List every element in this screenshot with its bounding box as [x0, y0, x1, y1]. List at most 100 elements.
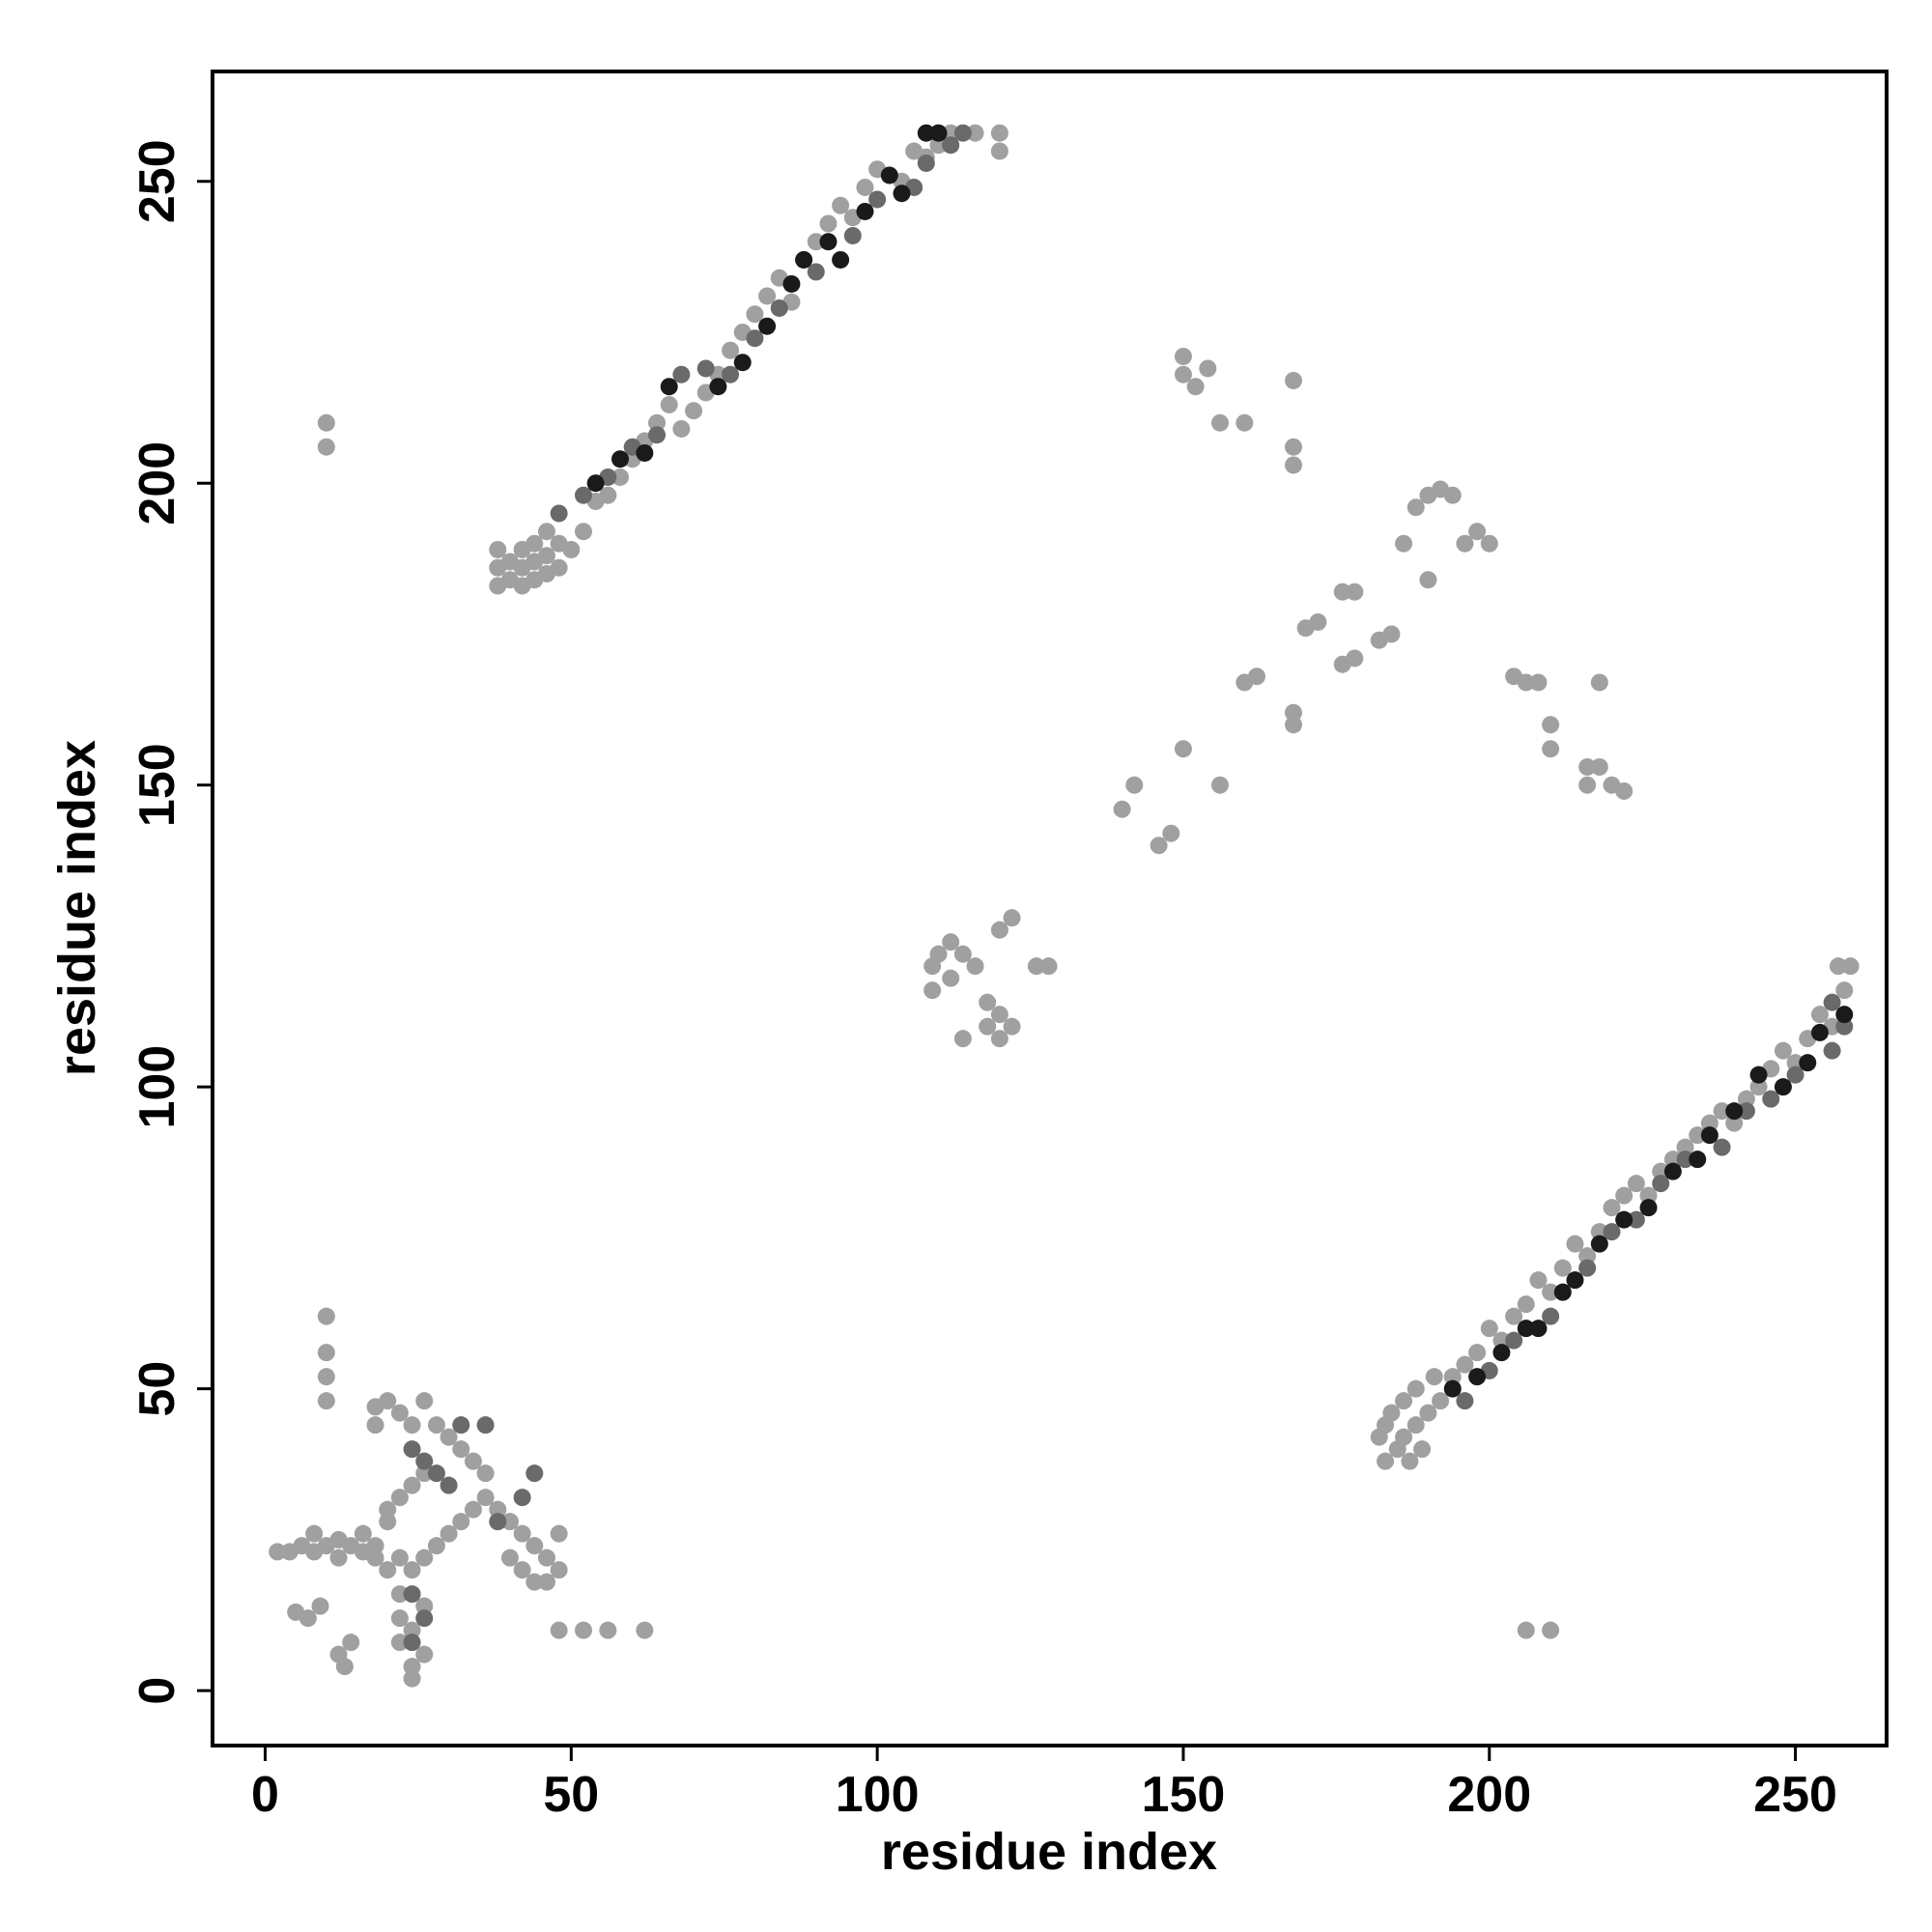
point [1517, 1295, 1535, 1314]
point [1285, 703, 1303, 722]
point [1566, 1271, 1584, 1290]
point [452, 1416, 470, 1435]
point [586, 474, 605, 493]
x-tick-label: 50 [543, 1767, 599, 1823]
point [1247, 668, 1265, 686]
point [298, 1609, 317, 1628]
point [1285, 716, 1303, 734]
point [390, 1404, 409, 1422]
point [366, 1416, 384, 1435]
point [1529, 673, 1548, 692]
point [550, 1561, 568, 1579]
point [636, 443, 654, 462]
point [1627, 1210, 1645, 1229]
point [1210, 776, 1229, 794]
point [550, 504, 568, 523]
point [923, 981, 942, 1000]
point [1590, 1223, 1608, 1241]
point [1663, 1151, 1682, 1169]
plot-frame [211, 70, 1889, 1747]
point [1786, 1054, 1804, 1072]
point [942, 933, 960, 952]
point [1186, 378, 1205, 396]
point [427, 1416, 445, 1435]
point [648, 413, 667, 432]
point [1174, 365, 1192, 384]
point [526, 534, 544, 553]
point [782, 274, 801, 293]
point [1039, 957, 1058, 976]
point [1346, 582, 1364, 601]
point [390, 1548, 409, 1567]
point [452, 1513, 470, 1531]
point [942, 136, 960, 155]
point [1841, 957, 1860, 976]
point [917, 154, 935, 172]
y-tick-label: 150 [129, 743, 185, 827]
point [1401, 1452, 1419, 1470]
point [942, 969, 960, 987]
point [526, 1537, 544, 1555]
point [415, 1609, 434, 1628]
point [1542, 1307, 1560, 1325]
point [758, 317, 777, 335]
point [562, 540, 581, 558]
point [1810, 1023, 1829, 1041]
point [403, 1585, 421, 1604]
point [942, 124, 960, 142]
point [1590, 673, 1608, 692]
point [929, 124, 948, 142]
point [1810, 1006, 1829, 1024]
point [390, 1585, 409, 1604]
point [990, 921, 1009, 939]
point [843, 226, 862, 244]
point [537, 1573, 555, 1591]
point [1395, 1428, 1413, 1446]
point [1406, 498, 1425, 517]
point [379, 1500, 397, 1519]
point [1492, 1331, 1511, 1350]
point [1443, 1379, 1462, 1398]
point [574, 1621, 592, 1639]
point [526, 1464, 544, 1483]
point [335, 1658, 354, 1676]
point [1468, 1344, 1487, 1362]
point [1382, 625, 1401, 643]
point [1443, 486, 1462, 504]
x-tick-label: 250 [1753, 1767, 1837, 1823]
point [917, 124, 935, 142]
point [1542, 740, 1560, 758]
point [685, 402, 703, 420]
point [1162, 824, 1180, 842]
point [329, 1548, 348, 1567]
point [1542, 1621, 1560, 1639]
point [1517, 1621, 1535, 1639]
point [1529, 1271, 1548, 1290]
point [403, 1621, 421, 1639]
point [1663, 1162, 1682, 1180]
point [513, 1489, 531, 1507]
point [1285, 456, 1303, 474]
point [390, 1609, 409, 1628]
point [354, 1524, 372, 1543]
point [1425, 1368, 1443, 1386]
point [537, 523, 555, 541]
point [317, 413, 335, 432]
point [1749, 1078, 1768, 1096]
point [1689, 1151, 1707, 1169]
point [1285, 438, 1303, 456]
y-tick-label: 200 [129, 441, 185, 526]
point [1443, 1368, 1462, 1386]
point [1566, 1235, 1584, 1253]
point [390, 1634, 409, 1652]
point [1480, 534, 1498, 553]
point [672, 365, 691, 384]
point [1639, 1186, 1658, 1205]
point [403, 1634, 421, 1652]
point [979, 993, 997, 1011]
point [317, 1307, 335, 1325]
point [1700, 1126, 1719, 1145]
point [1615, 1210, 1634, 1229]
point [342, 1634, 360, 1652]
point [770, 298, 788, 317]
